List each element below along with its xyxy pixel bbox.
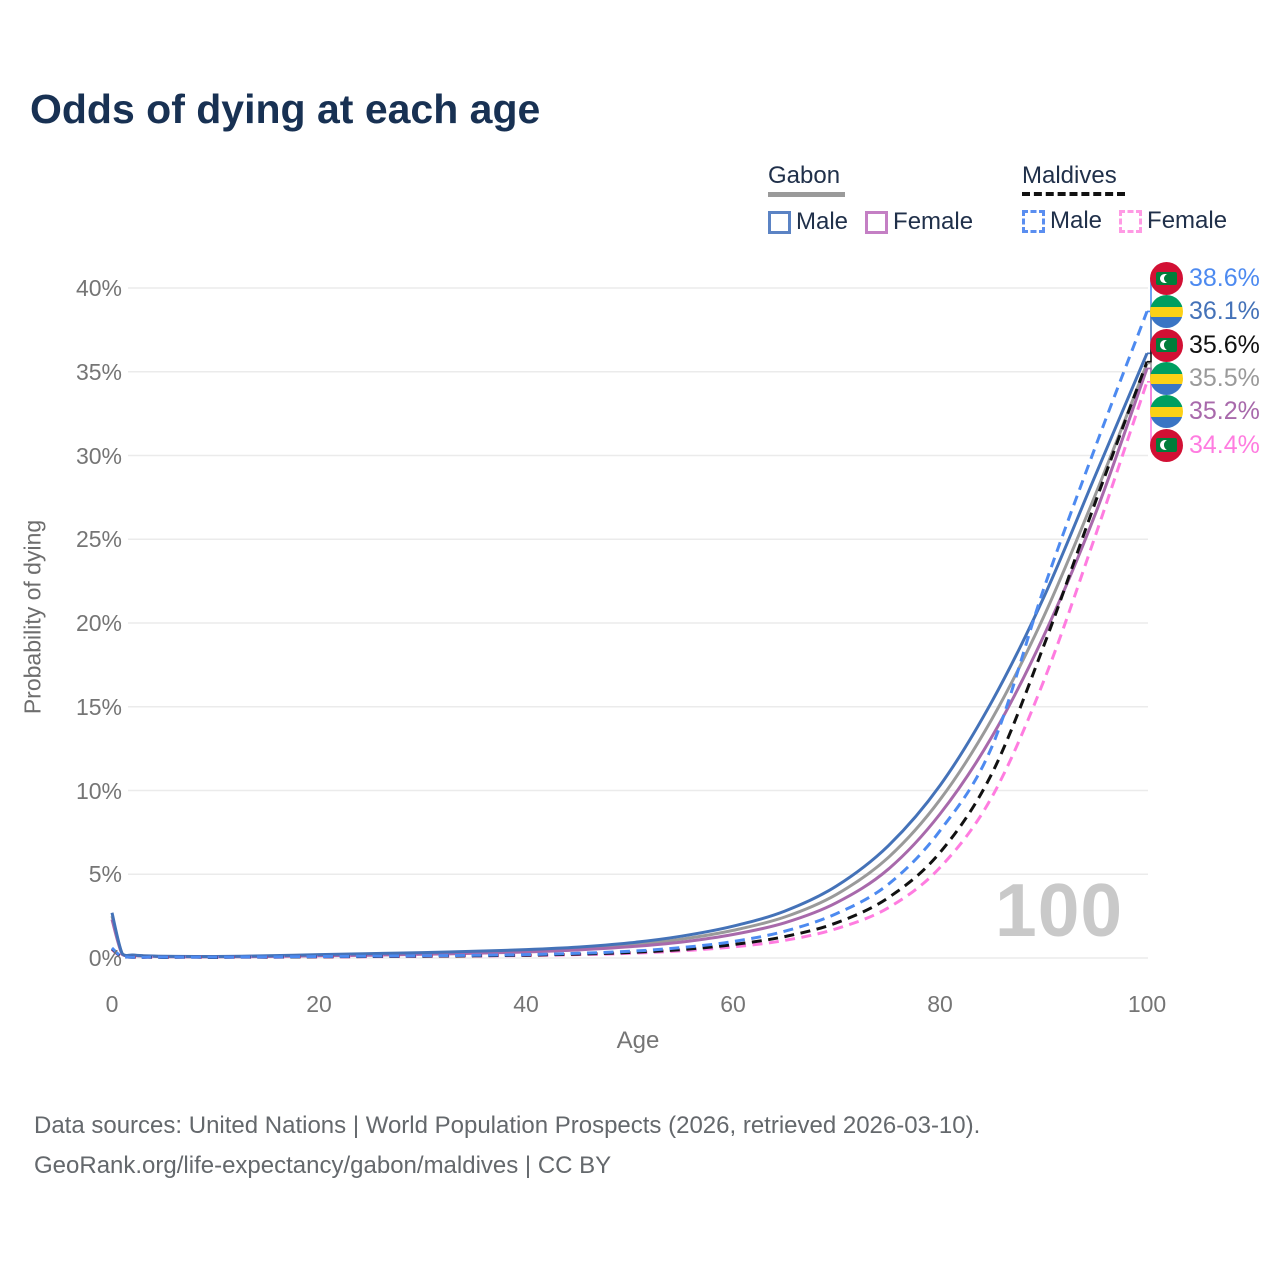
maldives-female-swatch-icon <box>1119 209 1143 233</box>
end-label-maldives-both-sexes: 35.6% <box>1150 328 1260 362</box>
y-tick-label: 30% <box>75 442 122 469</box>
legend-item-label: Male <box>796 208 849 235</box>
y-tick-label: 25% <box>75 526 122 553</box>
legend-group-gabon: Gabon Male Female <box>768 163 973 236</box>
y-tick-label: 35% <box>75 358 122 385</box>
end-label-gabon-both-sexes: 35.5% <box>1150 361 1260 395</box>
series-line-maldives-female[interactable] <box>111 381 1149 960</box>
x-tick-label: 100 <box>1127 991 1167 1017</box>
gabon-male-swatch-icon <box>768 210 791 234</box>
series-line-gabon-male[interactable] <box>110 352 1149 959</box>
end-label-value: 35.2% <box>1189 397 1260 426</box>
legend-item-label: Female <box>893 208 974 235</box>
y-tick-label: 15% <box>75 693 122 720</box>
x-tick-label: 80 <box>927 991 953 1017</box>
series-line-gabon-both-sexes[interactable] <box>110 362 1149 959</box>
gabon-flag-icon <box>1150 295 1183 329</box>
end-label-value: 35.5% <box>1189 363 1260 392</box>
legend-item-gabon-female[interactable]: Female <box>865 208 973 236</box>
end-label-gabon-female: 35.2% <box>1150 395 1260 429</box>
end-label-value: 35.6% <box>1189 330 1260 359</box>
gabon-flag-icon <box>1150 361 1183 395</box>
x-tick-label: 0 <box>105 991 119 1017</box>
end-label-maldives-female: 34.4% <box>1150 428 1260 462</box>
page-title: Odds of dying at each age <box>30 86 541 132</box>
x-tick-label: 20 <box>306 991 332 1017</box>
end-label-gabon-male: 36.1% <box>1150 295 1260 329</box>
y-tick-label: 40% <box>75 275 122 301</box>
gabon-female-swatch-icon <box>865 210 889 234</box>
watermark-100: 100 <box>995 868 1124 952</box>
series-line-maldives-male[interactable] <box>110 310 1149 959</box>
legend-item-maldives-female[interactable]: Female <box>1119 207 1227 235</box>
legend-group-maldives: Maldives Male Female <box>1022 163 1227 235</box>
y-tick-label: 20% <box>75 610 122 636</box>
series-line-maldives-both-sexes[interactable] <box>111 361 1149 960</box>
gabon-flag-icon <box>1150 395 1183 429</box>
legend-group-gabon-label: Gabon <box>768 162 841 189</box>
legend-group-maldives-label: Maldives <box>1022 162 1117 189</box>
legend-item-label: Male <box>1050 207 1103 234</box>
legend-item-maldives-male[interactable]: Male <box>1022 207 1102 235</box>
footer: Data sources: United Nations | World Pop… <box>34 1106 980 1186</box>
end-label-value: 34.4% <box>1189 430 1260 459</box>
footer-data-sources: Data sources: United Nations | World Pop… <box>34 1112 981 1139</box>
legend-gabon-solid-line-sample <box>768 192 845 197</box>
x-tick-label: 60 <box>720 991 746 1017</box>
y-tick-label: 10% <box>75 777 122 804</box>
footer-attribution: GeoRank.org/life-expectancy/gabon/maldiv… <box>34 1152 612 1179</box>
legend-maldives-dashed-line-sample <box>1022 192 1125 196</box>
x-axis-title: Age <box>616 1027 660 1054</box>
maldives-flag-icon <box>1150 428 1183 462</box>
x-tick-label: 40 <box>513 991 539 1017</box>
end-label-maldives-male: 38.6% <box>1150 262 1260 295</box>
series-line-gabon-female[interactable] <box>110 367 1149 959</box>
end-label-value: 38.6% <box>1189 264 1260 292</box>
legend-item-label: Female <box>1147 207 1228 234</box>
end-label-value: 36.1% <box>1189 297 1260 326</box>
y-tick-label: 0% <box>88 945 122 971</box>
maldives-flag-icon <box>1150 328 1183 362</box>
y-tick-label: 5% <box>88 861 122 888</box>
maldives-male-swatch-icon <box>1022 209 1045 233</box>
legend-item-gabon-male[interactable]: Male <box>768 208 848 236</box>
maldives-flag-icon <box>1150 262 1183 295</box>
